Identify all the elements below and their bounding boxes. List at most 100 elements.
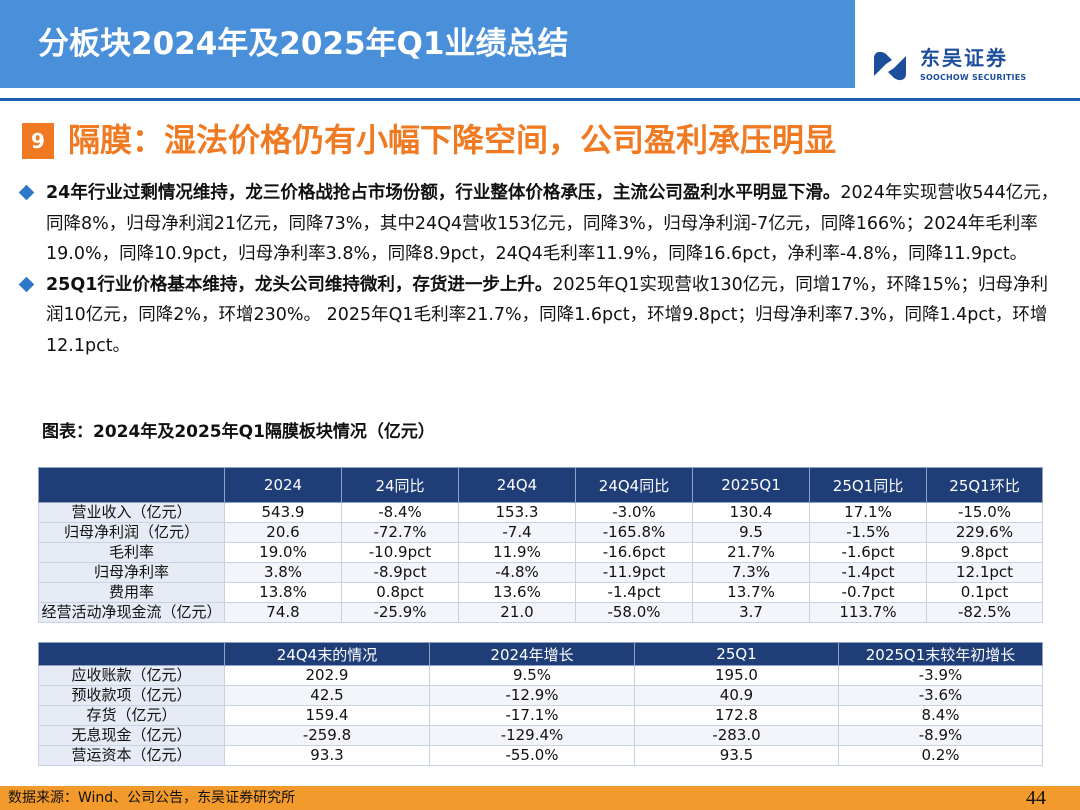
value-cell: 21.7% [692,542,810,563]
header-cell: 2025Q1 [692,467,810,503]
value-cell: -58.0% [575,602,693,623]
value-cell: 13.8% [224,582,342,603]
table-row: 应收账款（亿元） 202.9 9.5% 195.0 -3.9% [38,665,1043,686]
value-cell: 74.8 [224,602,342,623]
value-cell: 93.3 [224,745,430,766]
company-logo: 东吴证券 SOOCHOW SECURITIES [868,46,1068,90]
table-header-row: 24Q4末的情况 2024年增长 25Q1 2025Q1末较年初增长 [38,642,1043,666]
diamond-bullet-icon [18,276,35,292]
header-cell: 24Q4末的情况 [224,642,430,666]
value-cell: 159.4 [224,705,430,726]
table-row: 费用率 13.8% 0.8pct 13.6% -1.4pct 13.7% -0.7pct 0.… [38,582,1043,603]
section-number-badge: 9 [22,123,54,159]
header-cell: 24同比 [341,467,459,503]
value-cell: 13.7% [692,582,810,603]
table-row: 营业收入（亿元） 543.9 -8.4% 153.3 -3.0% 130.4 17.1% -1… [38,502,1043,523]
value-cell: -8.4% [341,502,459,523]
value-cell: 93.5 [634,745,839,766]
logo-english-name: SOOCHOW SECURITIES [920,73,1027,82]
header-cell: 2025Q1末较年初增长 [838,642,1043,666]
value-cell: 40.9 [634,685,839,706]
value-cell: 20.6 [224,522,342,543]
table-row: 存货（亿元） 159.4 -17.1% 172.8 8.4% [38,705,1043,726]
row-label-cell: 归母净利率 [38,562,225,583]
bullet-list: 24年行业过剩情况维持，龙三价格战抢占市场份额，行业整体价格承压，主流公司盈利水… [18,178,1065,361]
value-cell: -11.9pct [575,562,693,583]
value-cell: -129.4% [429,725,635,746]
value-cell: -3.9% [838,665,1043,686]
value-cell: 172.8 [634,705,839,726]
table-row: 经营活动净现金流（亿元） 74.8 -25.9% 21.0 -58.0% 3.7 113.7… [38,602,1043,623]
value-cell: -17.1% [429,705,635,726]
value-cell: -259.8 [224,725,430,746]
value-cell: -1.6pct [809,542,927,563]
row-label-cell: 毛利率 [38,542,225,563]
row-label-cell: 营运资本（亿元） [38,745,225,766]
value-cell: -16.6pct [575,542,693,563]
row-label-cell: 无息现金（亿元） [38,725,225,746]
header-cell: 2024年增长 [429,642,635,666]
value-cell: 130.4 [692,502,810,523]
value-cell: 9.5 [692,522,810,543]
logo-chinese-name: 东吴证券 [920,46,1008,70]
value-cell: 11.9% [458,542,576,563]
page-title: 分板块2024年及2025年Q1业绩总结 [38,26,569,62]
table-header-row: 2024 24同比 24Q4 24Q4同比 2025Q1 25Q1同比 25Q1环比 [38,467,1043,503]
value-cell: -1.4pct [575,582,693,603]
performance-table: 2024 24同比 24Q4 24Q4同比 2025Q1 25Q1同比 25Q1环比 营业收… [38,467,1043,623]
table-row: 毛利率 19.0% -10.9pct 11.9% -16.6pct 21.7% -1.6pc… [38,542,1043,563]
balance-table: 24Q4末的情况 2024年增长 25Q1 2025Q1末较年初增长 应收账款（亿元）… [38,642,1043,766]
table-row: 无息现金（亿元） -259.8 -129.4% -283.0 -8.9% [38,725,1043,746]
header-cell: 24Q4同比 [575,467,693,503]
bullet-lead: 24年行业过剩情况维持，龙三价格战抢占市场份额，行业整体价格承压，主流公司盈利水… [46,183,841,203]
bullet-body: 2024年实现营收544亿元，同降8%，归母净利润21亿元，同降73%，其中24… [46,183,1059,264]
value-cell: -10.9pct [341,542,459,563]
header-cell-blank [38,642,225,666]
value-cell: -8.9pct [341,562,459,583]
row-label-cell: 归母净利润（亿元） [38,522,225,543]
row-label-cell: 预收款项（亿元） [38,685,225,706]
value-cell: 19.0% [224,542,342,563]
value-cell: 8.4% [838,705,1043,726]
value-cell: 7.3% [692,562,810,583]
value-cell: -4.8% [458,562,576,583]
soochow-logo-icon [868,46,912,86]
figure-caption: 图表：2024年及2025年Q1隔膜板块情况（亿元） [42,422,435,442]
value-cell: -7.4 [458,522,576,543]
value-cell: -3.0% [575,502,693,523]
value-cell: -72.7% [341,522,459,543]
value-cell: 195.0 [634,665,839,686]
header-cell: 25Q1 [634,642,839,666]
value-cell: -1.4pct [809,562,927,583]
value-cell: 0.2% [838,745,1043,766]
value-cell: 153.3 [458,502,576,523]
row-label-cell: 存货（亿元） [38,705,225,726]
value-cell: 9.5% [429,665,635,686]
header-cell: 25Q1同比 [809,467,927,503]
value-cell: -15.0% [926,502,1043,523]
value-cell: 202.9 [224,665,430,686]
value-cell: -82.5% [926,602,1043,623]
bullet-item-1: 24年行业过剩情况维持，龙三价格战抢占市场份额，行业整体价格承压，主流公司盈利水… [18,178,1065,270]
value-cell: 0.1pct [926,582,1043,603]
value-cell: 3.8% [224,562,342,583]
header-divider [0,98,1080,101]
value-cell: -8.9% [838,725,1043,746]
table-row: 营运资本（亿元） 93.3 -55.0% 93.5 0.2% [38,745,1043,766]
value-cell: -0.7pct [809,582,927,603]
value-cell: -25.9% [341,602,459,623]
value-cell: 17.1% [809,502,927,523]
value-cell: 3.7 [692,602,810,623]
value-cell: 113.7% [809,602,927,623]
row-label-cell: 费用率 [38,582,225,603]
section-title: 隔膜：湿法价格仍有小幅下降空间，公司盈利承压明显 [68,121,837,159]
page-number: 44 [1026,787,1046,809]
bullet-body: 2025年Q1实现营收130亿元，同增17%，环降15%；归母净利润10亿元，同… [46,274,1049,356]
value-cell: -1.5% [809,522,927,543]
row-label-cell: 应收账款（亿元） [38,665,225,686]
bullet-lead: 25Q1行业价格基本维持，龙头公司维持微利，存货进一步上升。 [46,274,553,295]
row-label-cell: 营业收入（亿元） [38,502,225,523]
value-cell: 0.8pct [341,582,459,603]
value-cell: -165.8% [575,522,693,543]
value-cell: 42.5 [224,685,430,706]
